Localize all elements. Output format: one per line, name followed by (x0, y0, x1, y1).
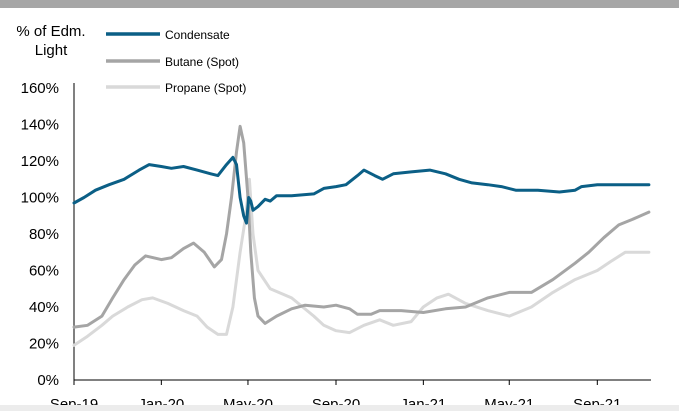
legend-label: Propane (Spot) (165, 81, 246, 95)
y-axis-label: % of Edm. Light (6, 22, 96, 60)
y-tick-label: 60% (29, 263, 59, 280)
legend-label: Condensate (165, 28, 230, 42)
y-axis-label-line-1: % of Edm. (16, 23, 86, 40)
y-tick-label: 20% (29, 336, 59, 353)
bottom-band (0, 405, 679, 411)
series-line-0 (72, 155, 651, 225)
y-tick-label: 160% (21, 80, 59, 97)
y-tick-label: 140% (21, 117, 59, 134)
y-tick-label: 0% (37, 372, 59, 389)
legend-label: Butane (Spot) (165, 55, 239, 69)
y-tick-label: 120% (21, 153, 59, 170)
y-tick-label: 40% (29, 299, 59, 316)
y-axis-label-line-2: Light (34, 42, 68, 59)
top-band (0, 0, 679, 8)
y-tick-label: 80% (29, 226, 59, 243)
series-line-2 (72, 177, 651, 347)
y-tick-label: 100% (21, 190, 59, 207)
series-line-1 (72, 124, 651, 329)
